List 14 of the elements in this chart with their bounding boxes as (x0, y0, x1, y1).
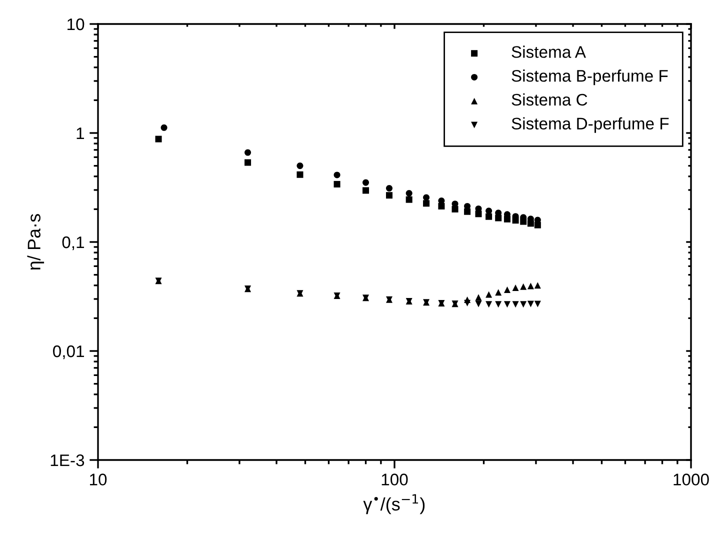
y-tick-label: 1E-3 (50, 454, 84, 466)
x-tick-label: 1000 (674, 474, 709, 486)
legend-label: Sistema D-perfume F (512, 117, 669, 133)
x-tick-label: 10 (90, 474, 107, 486)
y-tick-label: 0,1 (62, 236, 84, 250)
y-tick-label: 0,01 (53, 345, 84, 360)
y-tick-label: 10 (68, 18, 84, 30)
x-tick-label: 100 (382, 474, 408, 486)
y-axis-title: η/ Pa·s (27, 214, 44, 270)
legend-label: Sistema A (512, 46, 586, 58)
x-axis-title: γ$^{•}$/(s$^{−1}$) (363, 494, 425, 514)
y-tick-label: 1 (76, 128, 84, 140)
legend-label: Sistema B-perfume F (512, 70, 668, 86)
legend-label: Sistema C (512, 93, 588, 106)
